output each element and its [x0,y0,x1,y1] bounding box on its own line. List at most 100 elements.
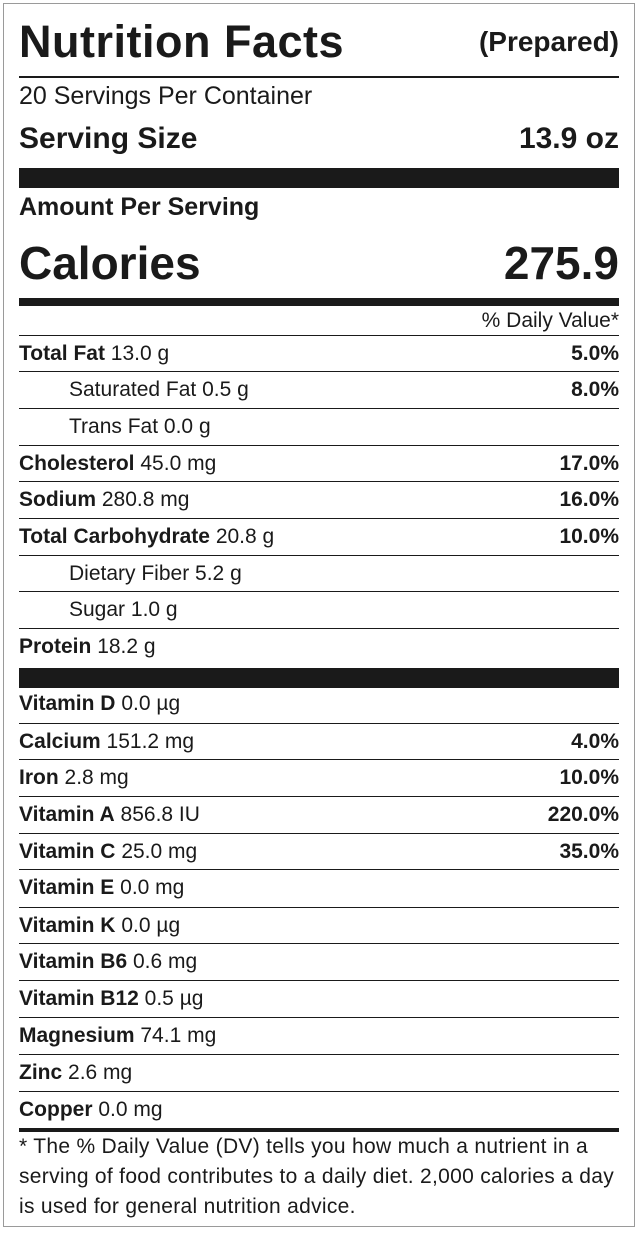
nutrient-row: Total Fat 13.0 g 5.0% [19,336,619,372]
nutrient-row: Total Carbohydrate 20.8 g 10.0% [19,519,619,555]
label-title-suffix: (Prepared) [478,26,619,57]
nutrient-row: Vitamin K 0.0 µg [19,908,619,944]
nutrient-amount: 0.0 mg [98,1098,163,1121]
nutrient-label: Magnesium [19,1024,135,1047]
divider-thick [19,168,619,188]
calories-label: Calories [19,237,201,289]
nutrient-label: Total Fat [19,342,105,365]
nutrient-label: Vitamin D [19,692,116,715]
row-divider [19,943,619,944]
divider-medium [19,298,619,306]
nutrient-amount: 20.8 g [215,525,275,548]
row-divider [19,371,619,372]
nutrient-amount: 45.0 mg [140,452,217,475]
nutrient-row: Sugar 1.0 g [19,592,619,628]
nutrient-label: Vitamin B12 [19,987,139,1010]
nutrient-label: Saturated Fat [69,378,197,401]
nutrient-daily-value: 16.0% [559,488,619,511]
nutrient-row: Dietary Fiber 5.2 g [19,556,619,592]
divider-footnote [19,1128,619,1132]
divider-thick [19,668,619,688]
serving-size-label: Serving Size [19,122,198,155]
nutrient-row: Saturated Fat 0.5 g 8.0% [19,372,619,408]
row-divider [19,685,619,686]
nutrient-daily-value: 17.0% [559,452,619,475]
nutrient-amount: 2.6 mg [68,1061,133,1084]
nutrient-amount: 18.2 g [97,635,156,658]
nutrient-daily-value: 8.0% [571,378,619,401]
row-divider [19,1091,619,1092]
nutrient-name: Vitamin K 0.0 µg [19,908,180,944]
nutrient-row: Vitamin B6 0.6 mg [19,944,619,980]
nutrient-amount: 280.8 mg [101,488,190,511]
nutrient-row: Sodium 280.8 mg 16.0% [19,482,619,518]
nutrient-name: Trans Fat 0.0 g [69,409,211,445]
nutrient-amount: 0.0 µg [121,692,181,715]
nutrient-label: Total Carbohydrate [19,525,210,548]
row-divider [19,408,619,409]
row-divider [19,445,619,446]
nutrient-name: Copper 0.0 mg [19,1092,163,1128]
nutrient-row: Iron 2.8 mg 10.0% [19,760,619,796]
nutrient-label: Vitamin E [19,876,115,899]
nutrient-amount: 2.8 mg [64,766,129,789]
nutrient-name: Vitamin C 25.0 mg [19,834,197,870]
nutrient-name: Iron 2.8 mg [19,760,129,796]
nutrient-daily-value: 35.0% [559,840,619,863]
row-divider [19,591,619,592]
nutrient-row: Calcium 151.2 mg 4.0% [19,724,619,760]
nutrient-amount: 25.0 mg [121,840,198,863]
row-divider [19,759,619,760]
nutrient-amount: 0.6 mg [133,950,198,973]
row-divider [19,481,619,482]
nutrient-label: Dietary Fiber [69,562,190,585]
nutrient-amount: 0.0 µg [121,914,181,937]
nutrient-amount: 13.0 g [110,342,170,365]
nutrient-row: Magnesium 74.1 mg [19,1018,619,1054]
nutrient-name: Dietary Fiber 5.2 g [69,556,242,592]
row-divider [19,628,619,629]
nutrient-amount: 151.2 mg [106,730,195,753]
row-divider [19,518,619,519]
nutrient-daily-value: 4.0% [571,730,619,753]
nutrient-label: Copper [19,1098,93,1121]
nutrient-label: Calcium [19,730,101,753]
nutrient-name: Cholesterol 45.0 mg [19,446,216,482]
row-divider [19,980,619,981]
nutrient-name: Vitamin B6 0.6 mg [19,944,197,980]
nutrient-row: Protein 18.2 g [19,629,619,665]
nutrient-row: Vitamin E 0.0 mg [19,870,619,906]
row-divider [19,1054,619,1055]
nutrient-label: Vitamin B6 [19,950,128,973]
row-divider [19,723,619,724]
label-title: Nutrition Facts [19,16,345,67]
nutrient-name: Vitamin E 0.0 mg [19,870,184,906]
row-divider [19,833,619,834]
nutrient-row: Trans Fat 0.0 g [19,409,619,445]
nutrient-row: Zinc 2.6 mg [19,1055,619,1091]
nutrient-name: Saturated Fat 0.5 g [69,372,249,408]
nutrient-name: Total Carbohydrate 20.8 g [19,519,274,555]
nutrient-row: Vitamin A 856.8 IU 220.0% [19,797,619,833]
nutrient-label: Vitamin C [19,840,116,863]
calories-value: 275.9 [503,237,619,289]
nutrient-name: Sodium 280.8 mg [19,482,189,518]
nutrient-row: Vitamin D 0.0 µg [19,686,619,722]
nutrient-amount: 0.0 g [163,415,211,438]
nutrient-name: Total Fat 13.0 g [19,336,169,372]
serving-size-value: 13.9 oz [518,122,619,155]
divider-thin [19,76,619,78]
row-divider [19,555,619,556]
nutrient-amount: 74.1 mg [140,1024,217,1047]
daily-value-header: % Daily Value* [481,309,619,332]
row-divider [19,335,619,336]
nutrient-amount: 1.0 g [130,598,178,621]
label-content: Nutrition Facts (Prepared) 20 Servings P… [19,4,619,1226]
nutrient-daily-value: 10.0% [559,525,619,548]
nutrient-label: Iron [19,766,59,789]
daily-value-footnote: * The % Daily Value (DV) tells you how m… [19,1135,615,1218]
nutrient-amount: 0.5 µg [144,987,204,1010]
nutrient-label: Zinc [19,1061,63,1084]
nutrient-name: Sugar 1.0 g [69,592,178,628]
nutrition-facts-label: Nutrition Facts (Prepared) 20 Servings P… [3,3,635,1227]
